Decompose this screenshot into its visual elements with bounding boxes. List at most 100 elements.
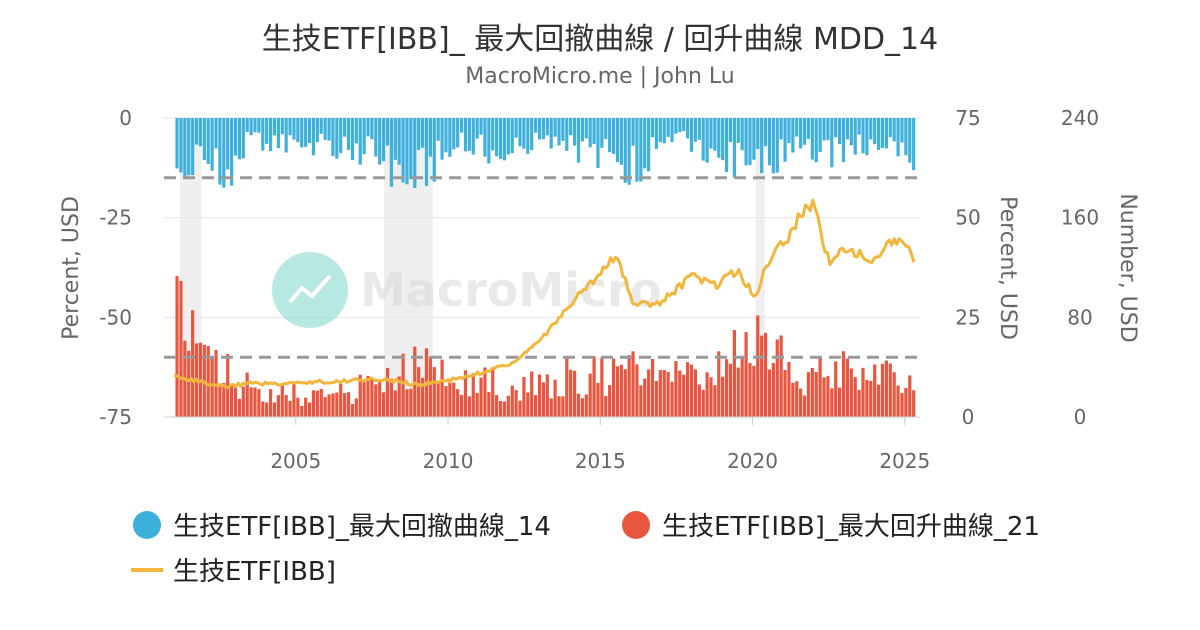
drawdown-bar bbox=[335, 118, 339, 159]
drawdown-bar bbox=[343, 118, 347, 137]
runup-bar bbox=[565, 357, 569, 417]
runup-bar bbox=[491, 369, 495, 417]
drawdown-bar bbox=[253, 118, 257, 133]
runup-bar bbox=[506, 395, 510, 417]
runup-bar bbox=[276, 395, 280, 417]
drawdown-bar bbox=[272, 118, 277, 136]
runup-bar bbox=[732, 330, 736, 417]
right2-tick-label: 0 bbox=[1074, 405, 1087, 429]
drawdown-bar bbox=[510, 118, 514, 154]
drawdown-bars bbox=[175, 118, 916, 188]
right1-tick-label: 0 bbox=[962, 405, 975, 429]
drawdown-bar bbox=[194, 118, 199, 145]
runup-bars bbox=[175, 276, 916, 417]
runup-bar bbox=[810, 368, 814, 417]
runup-bar bbox=[763, 332, 768, 417]
runup-bar bbox=[471, 373, 475, 417]
watermark-logo-icon bbox=[272, 252, 348, 328]
runup-bar bbox=[545, 374, 549, 417]
runup-bar bbox=[374, 384, 378, 417]
right2-tick-label: 80 bbox=[1067, 305, 1092, 329]
drawdown-bar bbox=[596, 118, 600, 168]
runup-bar bbox=[849, 368, 853, 417]
watermark-logo-line bbox=[288, 274, 332, 304]
runup-bar bbox=[214, 349, 218, 417]
runup-bar bbox=[440, 359, 444, 417]
drawdown-bar bbox=[849, 118, 853, 146]
drawdown-bar bbox=[822, 118, 826, 141]
runup-bar bbox=[880, 363, 885, 417]
drawdown-bar bbox=[728, 118, 733, 142]
runup-bar bbox=[639, 385, 643, 417]
drawdown-bar bbox=[884, 118, 888, 149]
drawdown-bar bbox=[779, 118, 783, 140]
drawdown-bar bbox=[697, 118, 701, 140]
drawdown-bar bbox=[900, 118, 904, 143]
drawdown-bar bbox=[545, 118, 549, 136]
legend-marker bbox=[133, 511, 161, 539]
drawdown-bar bbox=[401, 118, 405, 183]
drawdown-bar bbox=[409, 118, 413, 180]
x-tick-label: 2025 bbox=[879, 449, 930, 473]
left-tick-label: -50 bbox=[99, 305, 132, 329]
runup-bar bbox=[693, 369, 698, 417]
runup-bar bbox=[417, 367, 421, 417]
runup-bar bbox=[869, 380, 873, 417]
runup-bar bbox=[845, 358, 850, 417]
drawdown-bar bbox=[736, 118, 740, 143]
runup-bar bbox=[818, 358, 822, 417]
drawdown-bar bbox=[709, 118, 713, 149]
drawdown-bar bbox=[841, 118, 846, 163]
runup-bar bbox=[689, 364, 694, 417]
runup-bar bbox=[514, 390, 518, 417]
chart-title: 生技ETF[IBB]_ 最大回撤曲線 / 回升曲線 MDD_14 bbox=[261, 22, 939, 57]
runup-bar bbox=[623, 369, 627, 417]
runup-bar bbox=[537, 374, 542, 417]
drawdown-bar bbox=[600, 118, 604, 148]
runup-bar bbox=[736, 367, 740, 417]
runup-bar bbox=[452, 382, 456, 417]
runup-bar bbox=[799, 388, 803, 417]
drawdown-bar bbox=[549, 118, 553, 149]
drawdown-bar bbox=[370, 118, 374, 140]
runup-bar bbox=[518, 400, 522, 417]
runup-bar bbox=[802, 395, 807, 417]
x-tick-label: 2005 bbox=[270, 449, 321, 473]
left-tick-label: -25 bbox=[99, 206, 132, 230]
drawdown-bar bbox=[553, 118, 557, 137]
runup-bar bbox=[179, 280, 183, 417]
runup-bar bbox=[569, 369, 573, 417]
runup-bar bbox=[709, 377, 713, 417]
runup-bar bbox=[541, 382, 546, 417]
drawdown-bar bbox=[674, 118, 678, 134]
drawdown-bar bbox=[276, 118, 280, 149]
runup-bar bbox=[600, 357, 604, 417]
runup-bar bbox=[912, 390, 916, 417]
runup-bar bbox=[865, 379, 869, 417]
runup-bar bbox=[611, 358, 616, 417]
runup-bar bbox=[896, 385, 900, 417]
drawdown-bar bbox=[358, 118, 362, 165]
drawdown-bar bbox=[834, 118, 838, 138]
runup-bar bbox=[339, 383, 343, 417]
drawdown-bar bbox=[896, 118, 900, 157]
drawdown-bar bbox=[257, 118, 261, 133]
drawdown-bar bbox=[230, 118, 234, 186]
runup-bar bbox=[495, 395, 499, 417]
runup-bar bbox=[448, 378, 452, 417]
drawdown-bar bbox=[873, 118, 877, 145]
runup-bar bbox=[358, 374, 362, 417]
runup-bar bbox=[502, 401, 507, 417]
runup-bar bbox=[900, 393, 904, 417]
drawdown-bar bbox=[183, 118, 187, 177]
drawdown-bar bbox=[327, 118, 331, 141]
runup-bar bbox=[791, 382, 795, 417]
runup-bar bbox=[428, 356, 432, 417]
drawdown-bar bbox=[876, 118, 881, 150]
legend-label: 生技ETF[IBB]_最大回升曲線_21 bbox=[662, 512, 1040, 542]
runup-bar bbox=[346, 392, 351, 417]
drawdown-bar bbox=[237, 118, 242, 160]
drawdown-bar bbox=[448, 118, 452, 157]
drawdown-bar bbox=[417, 118, 421, 150]
drawdown-bar bbox=[534, 118, 538, 133]
